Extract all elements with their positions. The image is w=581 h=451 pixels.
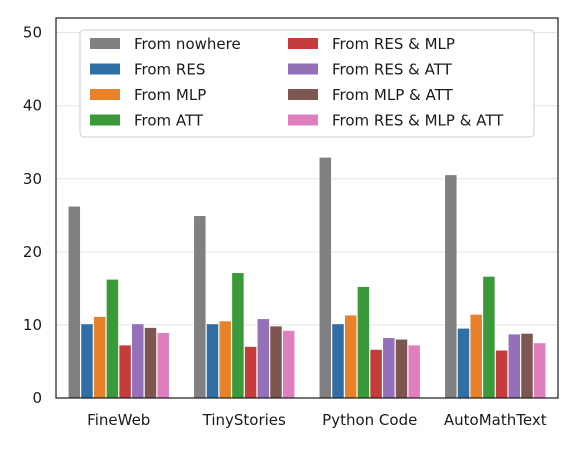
x-tick-label: FineWeb bbox=[87, 411, 150, 429]
bar bbox=[383, 338, 395, 398]
bar bbox=[144, 327, 157, 398]
legend-swatch bbox=[90, 89, 120, 100]
bar bbox=[332, 324, 344, 398]
bar bbox=[194, 216, 206, 398]
bar bbox=[132, 324, 144, 398]
bar bbox=[470, 314, 482, 398]
legend-swatch bbox=[288, 89, 318, 100]
legend-swatch bbox=[288, 114, 318, 126]
bar bbox=[495, 350, 508, 398]
legend-label: From RES bbox=[134, 61, 205, 79]
y-tick-label: 50 bbox=[23, 24, 42, 42]
legend-label: From RES & MLP bbox=[332, 35, 455, 53]
bar bbox=[119, 345, 131, 398]
legend-swatch bbox=[288, 63, 318, 75]
y-tick-label: 30 bbox=[23, 170, 42, 188]
bar bbox=[357, 286, 370, 398]
legend-label: From MLP bbox=[134, 86, 206, 104]
legend-swatch bbox=[90, 38, 120, 49]
bar bbox=[81, 324, 93, 398]
bar bbox=[445, 175, 457, 398]
x-tick-label: TinyStories bbox=[202, 411, 286, 429]
y-tick-label: 20 bbox=[23, 243, 42, 261]
legend-label: From RES & ATT bbox=[332, 61, 453, 79]
bars bbox=[68, 157, 546, 398]
bar bbox=[483, 276, 495, 398]
bar bbox=[257, 319, 270, 398]
legend-label: From RES & MLP & ATT bbox=[332, 112, 504, 130]
bar bbox=[157, 332, 169, 398]
bar bbox=[370, 349, 382, 398]
x-tick-label: Python Code bbox=[322, 411, 417, 429]
bar bbox=[270, 326, 282, 398]
bar bbox=[106, 279, 119, 398]
bar bbox=[244, 346, 257, 398]
plot-frame bbox=[55, 17, 559, 399]
y-tick-label: 0 bbox=[32, 389, 42, 407]
bar bbox=[521, 333, 533, 398]
legend-label: From MLP & ATT bbox=[332, 86, 454, 104]
x-axis-ticks: FineWeb TinyStories Python Code AutoMathTex… bbox=[87, 411, 547, 429]
bar bbox=[408, 345, 420, 398]
legend-swatch bbox=[90, 63, 120, 75]
y-tick-label: 40 bbox=[23, 97, 42, 115]
y-axis-ticks: 0 10 20 30 40 50 bbox=[23, 24, 42, 407]
bar bbox=[457, 328, 470, 398]
legend-swatch bbox=[90, 114, 120, 126]
x-tick-label: AutoMathText bbox=[444, 411, 547, 429]
bar bbox=[219, 321, 231, 398]
bar bbox=[344, 315, 357, 398]
bar bbox=[282, 330, 295, 398]
bar bbox=[533, 343, 546, 398]
bar bbox=[206, 324, 219, 398]
legend-label: From nowhere bbox=[134, 35, 241, 53]
y-tick-label: 10 bbox=[23, 316, 42, 334]
bar bbox=[508, 334, 521, 398]
bar bbox=[93, 316, 106, 398]
bar bbox=[319, 157, 332, 398]
bar bbox=[395, 339, 408, 398]
legend: From nowhere From RES From MLP From ATT From… bbox=[79, 29, 535, 138]
bar bbox=[68, 206, 81, 398]
legend-label: From ATT bbox=[134, 112, 204, 130]
legend-swatch bbox=[288, 38, 318, 49]
bar bbox=[232, 273, 244, 398]
legend-box bbox=[79, 29, 535, 138]
